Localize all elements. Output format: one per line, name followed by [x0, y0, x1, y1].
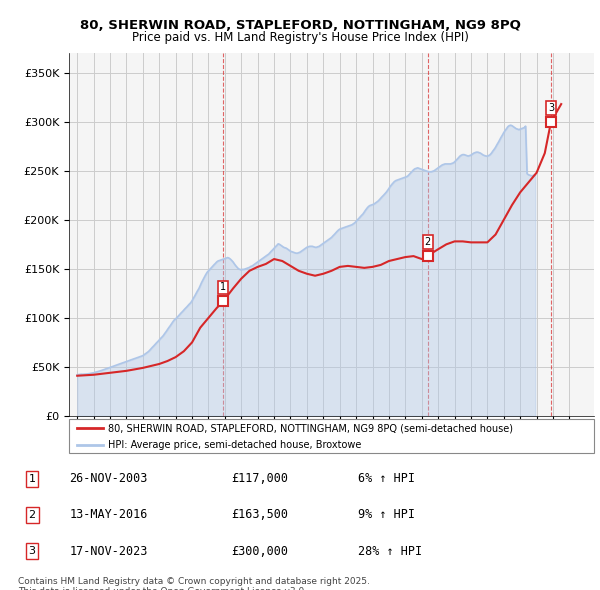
Text: £300,000: £300,000 [231, 545, 288, 558]
Text: 2: 2 [425, 237, 431, 247]
Text: 13-MAY-2016: 13-MAY-2016 [70, 509, 148, 522]
Text: 2: 2 [29, 510, 36, 520]
Text: Contains HM Land Registry data © Crown copyright and database right 2025.
This d: Contains HM Land Registry data © Crown c… [18, 577, 370, 590]
Text: 3: 3 [548, 103, 554, 113]
Text: £117,000: £117,000 [231, 472, 288, 485]
Text: 9% ↑ HPI: 9% ↑ HPI [358, 509, 415, 522]
FancyBboxPatch shape [69, 419, 594, 453]
Text: Price paid vs. HM Land Registry's House Price Index (HPI): Price paid vs. HM Land Registry's House … [131, 31, 469, 44]
Text: 6% ↑ HPI: 6% ↑ HPI [358, 472, 415, 485]
Text: HPI: Average price, semi-detached house, Broxtowe: HPI: Average price, semi-detached house,… [109, 440, 362, 450]
Text: 17-NOV-2023: 17-NOV-2023 [70, 545, 148, 558]
Text: 1: 1 [220, 283, 226, 293]
Text: 1: 1 [29, 474, 35, 484]
Text: £163,500: £163,500 [231, 509, 288, 522]
Text: 26-NOV-2003: 26-NOV-2003 [70, 472, 148, 485]
Text: 3: 3 [29, 546, 35, 556]
Text: 80, SHERWIN ROAD, STAPLEFORD, NOTTINGHAM, NG9 8PQ: 80, SHERWIN ROAD, STAPLEFORD, NOTTINGHAM… [80, 19, 520, 32]
Text: 80, SHERWIN ROAD, STAPLEFORD, NOTTINGHAM, NG9 8PQ (semi-detached house): 80, SHERWIN ROAD, STAPLEFORD, NOTTINGHAM… [109, 423, 514, 433]
Text: 28% ↑ HPI: 28% ↑ HPI [358, 545, 422, 558]
